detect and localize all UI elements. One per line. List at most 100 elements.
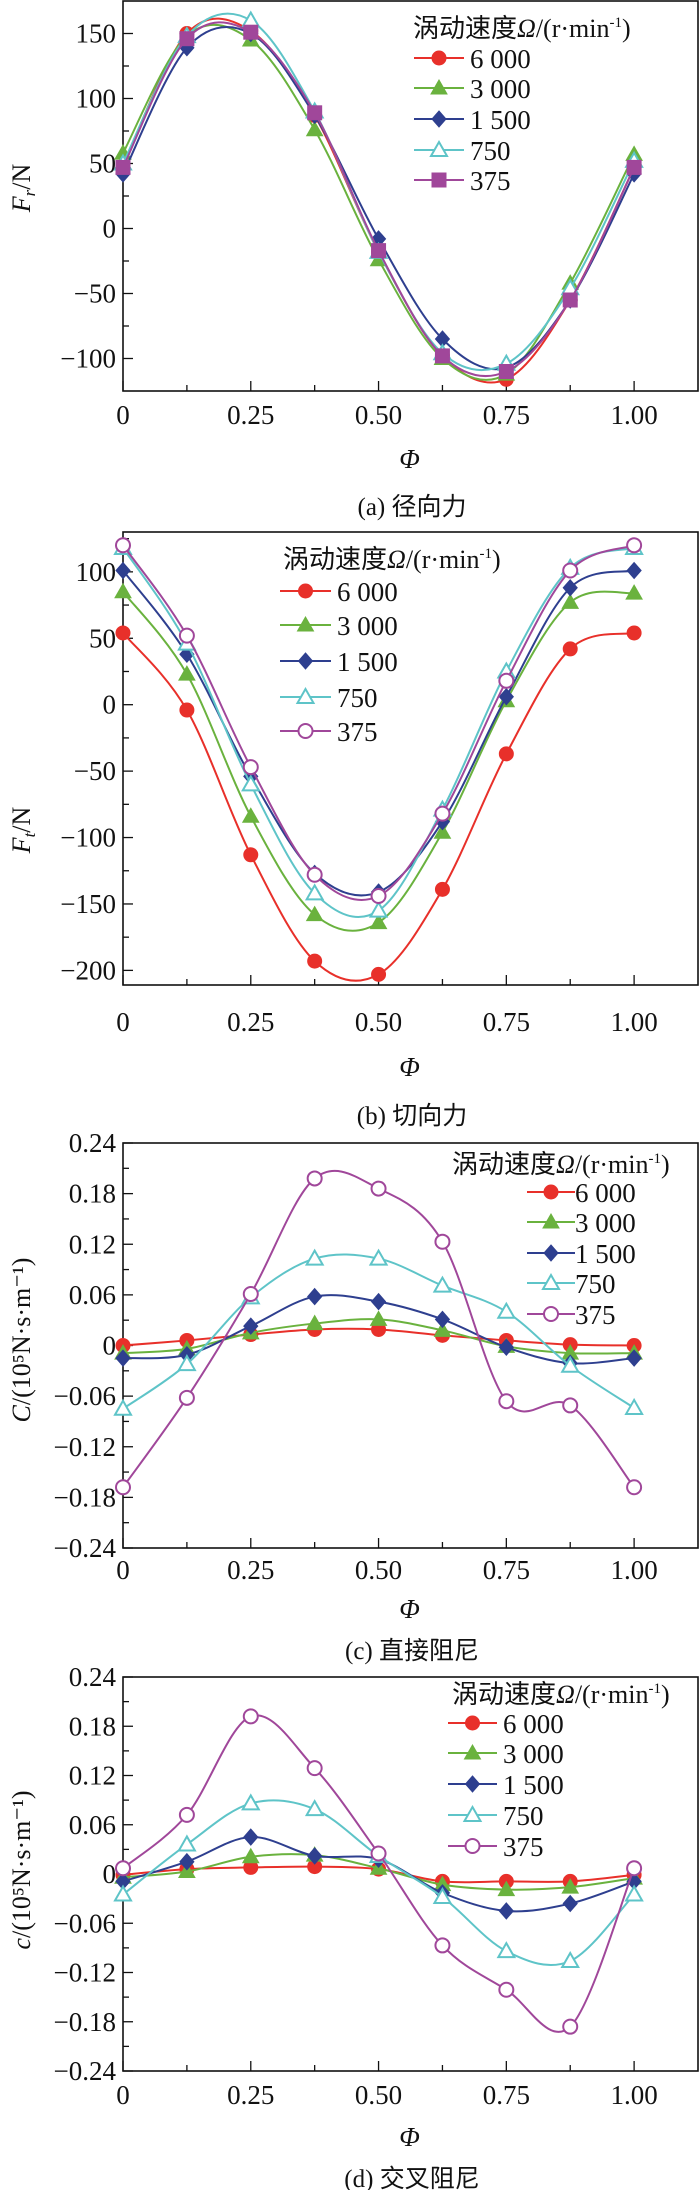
y-tick-label: −0.06 xyxy=(54,1381,116,1411)
data-point-marker xyxy=(177,1834,197,1852)
data-point-marker xyxy=(307,1847,323,1865)
series-375 xyxy=(115,21,642,379)
legend-item: 375 xyxy=(448,1832,544,1862)
legend-label: 750 xyxy=(337,683,378,713)
data-point-marker xyxy=(371,966,387,982)
x-axis: 0 0.25 0.50 0.75 1.00 xyxy=(116,975,658,1037)
legend-marker xyxy=(463,1743,482,1760)
legend-label: 750 xyxy=(503,1801,544,1831)
y-tick-label: −150 xyxy=(60,889,116,919)
y-axis: −0.24 −0.18 −0.12 −0.06 0 0.06 0.12 0.18 0.24 xyxy=(54,1128,133,1563)
legend-item: 750 xyxy=(414,136,511,166)
series-375 xyxy=(115,537,643,904)
legend-label: 1 500 xyxy=(575,1239,636,1269)
data-point-marker xyxy=(433,1321,452,1337)
legend-title: 涡动速度Ω/(r·min-1) xyxy=(283,545,501,574)
data-point-marker xyxy=(498,1902,514,1920)
legend-item: 1 500 xyxy=(280,647,398,677)
x-tick-label: 0.25 xyxy=(227,1555,274,1585)
x-tick-label: 0 xyxy=(116,400,130,430)
legend-marker xyxy=(465,1715,480,1731)
series-3000 xyxy=(114,23,643,381)
x-tick-label: 0.50 xyxy=(355,400,402,430)
data-point-marker xyxy=(434,1310,451,1329)
data-point-marker xyxy=(177,1354,197,1372)
figure-caption: (b) 切向力 xyxy=(357,1102,467,1130)
series-6000 xyxy=(115,625,642,982)
data-point-marker xyxy=(241,10,261,28)
x-tick-label: 0.75 xyxy=(483,400,530,430)
y-tick-label: 150 xyxy=(76,19,117,49)
legend-marker xyxy=(543,1244,559,1262)
legend-marker xyxy=(543,1306,559,1322)
data-point-marker xyxy=(562,2018,579,2035)
data-point-marker xyxy=(561,1878,580,1894)
data-point-marker xyxy=(242,759,259,776)
legend-item: 750 xyxy=(448,1801,544,1831)
figure-caption: (a) 径向力 xyxy=(358,493,467,521)
data-point-marker xyxy=(434,348,450,364)
legend-title: 涡动速度Ω/(r·min-1) xyxy=(452,1680,670,1709)
legend-item: 375 xyxy=(280,717,378,747)
legend-item: 3 000 xyxy=(414,74,531,104)
y-tick-label: −0.06 xyxy=(54,1908,116,1938)
data-point-marker xyxy=(115,537,131,554)
legend-label: 375 xyxy=(503,1832,544,1862)
data-point-marker xyxy=(370,1292,387,1311)
legend-item: 1 500 xyxy=(448,1770,564,1800)
x-tick-label: 0.50 xyxy=(355,1555,402,1585)
data-point-marker xyxy=(178,1389,195,1406)
data-point-marker xyxy=(562,1894,578,1913)
series-line xyxy=(123,23,636,381)
series-6000 xyxy=(115,17,642,387)
data-point-marker xyxy=(626,625,642,641)
legend-label: 1 500 xyxy=(503,1770,564,1800)
data-point-marker xyxy=(305,905,324,922)
legend-label: 6 000 xyxy=(503,1709,564,1739)
data-point-marker xyxy=(434,881,450,897)
data-point-marker xyxy=(371,243,387,259)
data-point-marker xyxy=(433,823,452,839)
y-tick-label: 0 xyxy=(103,214,117,244)
data-point-marker xyxy=(178,1862,196,1879)
y-tick-label: 0.12 xyxy=(69,1229,116,1259)
series-375 xyxy=(115,1708,643,2035)
legend-marker xyxy=(431,50,447,66)
data-point-marker xyxy=(369,1310,388,1326)
data-point-marker xyxy=(242,1708,259,1725)
x-axis-title: Φ xyxy=(399,444,420,474)
y-tick-label: −100 xyxy=(60,344,116,374)
data-point-marker xyxy=(306,866,323,883)
data-point-marker xyxy=(241,774,261,792)
data-point-marker xyxy=(113,1884,133,1902)
y-tick-label: −50 xyxy=(74,279,116,309)
x-tick-label: 1.00 xyxy=(610,2080,657,2110)
x-tick-label: 1.00 xyxy=(610,400,657,430)
legend-label: 3 000 xyxy=(575,1208,636,1238)
x-tick-label: 0.25 xyxy=(227,1007,274,1037)
data-point-marker xyxy=(307,1287,323,1306)
legend-item: 3 000 xyxy=(527,1208,636,1238)
legend-label: 6 000 xyxy=(337,577,398,607)
x-tick-label: 0 xyxy=(116,1007,130,1037)
y-axis: −200 −150 −100 −50 0 50 100 xyxy=(60,537,133,985)
data-point-marker xyxy=(626,537,643,554)
y-tick-label: −0.24 xyxy=(54,2056,117,2086)
data-point-marker xyxy=(179,1852,195,1871)
data-point-marker xyxy=(626,1860,643,1877)
data-point-marker xyxy=(626,1479,643,1496)
y-tick-label: −100 xyxy=(60,823,116,853)
chart-a: 0 0.25 0.50 0.75 1.00 −100 −50 0 50 100 150 Fr/N Φ (a… xyxy=(7,0,699,521)
legend-item: 3 000 xyxy=(448,1739,564,1769)
data-point-marker xyxy=(241,1847,260,1864)
y-tick-label: 0.24 xyxy=(69,1662,117,1692)
x-axis-title: Φ xyxy=(399,2122,420,2152)
data-point-marker xyxy=(369,913,388,930)
data-point-marker xyxy=(561,593,580,609)
series-line xyxy=(123,590,635,932)
data-point-marker xyxy=(626,159,642,175)
data-point-marker xyxy=(178,665,196,681)
data-point-marker xyxy=(370,1180,387,1197)
